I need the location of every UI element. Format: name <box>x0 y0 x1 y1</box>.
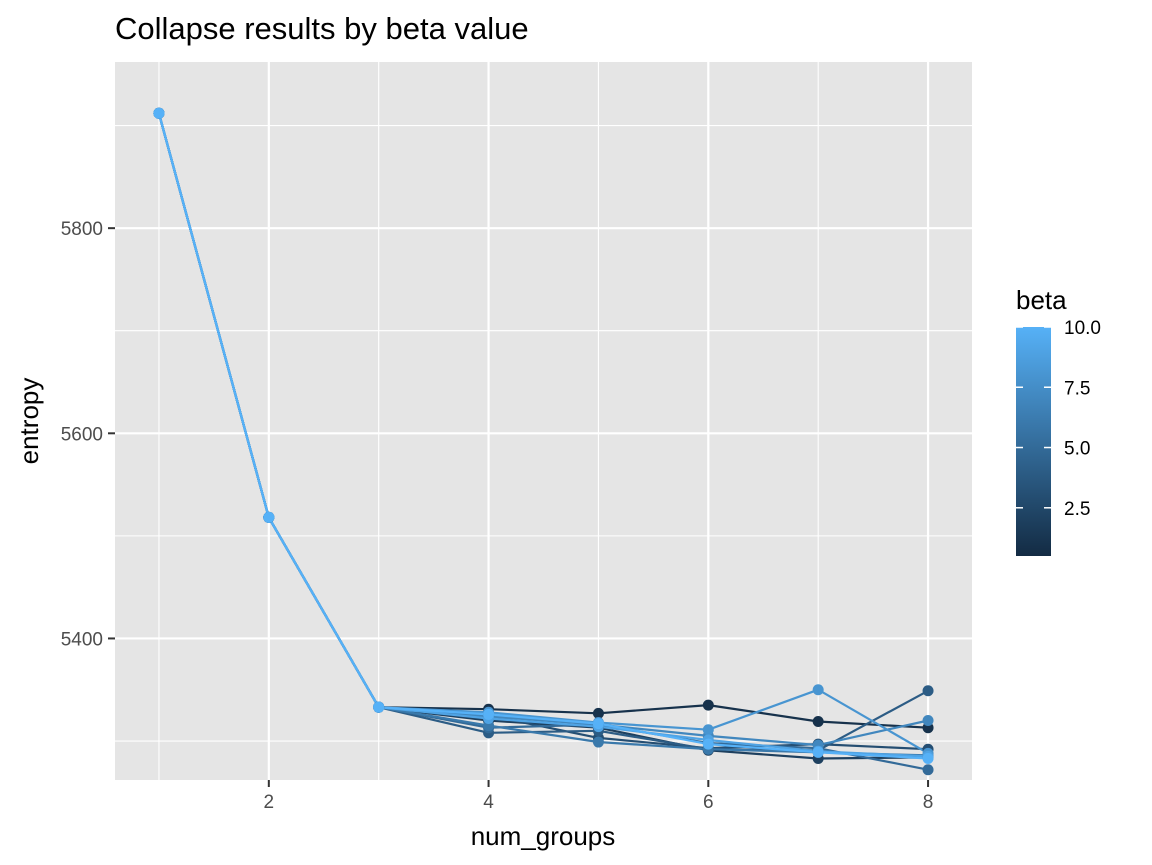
legend-tick-label: 2.5 <box>1064 499 1090 520</box>
data-point-beta-10 <box>263 511 275 523</box>
data-point-beta-10 <box>702 738 714 750</box>
color-legend: beta 2.5 5.0 7.5 10.0 <box>1016 285 1101 556</box>
data-point-beta-8 <box>812 684 824 696</box>
y-tick-label: 5400 <box>61 629 103 650</box>
data-point-beta-1 <box>592 707 604 719</box>
legend-tick-label: 5.0 <box>1064 439 1090 460</box>
major-gridlines <box>115 62 972 780</box>
legend-title: beta <box>1016 285 1067 315</box>
data-point-beta-1 <box>812 716 824 728</box>
data-point-beta-8 <box>702 724 714 736</box>
chart-title: Collapse results by beta value <box>115 11 529 46</box>
legend-colorbar <box>1016 327 1051 556</box>
x-tick-label: 4 <box>483 792 494 813</box>
legend-ticks: 2.5 5.0 7.5 10.0 <box>1016 318 1101 520</box>
data-point-beta-10 <box>373 701 385 713</box>
x-axis-title: num_groups <box>471 821 616 851</box>
plot-panel <box>115 62 972 780</box>
legend-tick-label: 10.0 <box>1064 318 1101 339</box>
minor-gridlines <box>115 62 972 780</box>
data-point-beta-10 <box>483 708 495 720</box>
legend-tick-label: 7.5 <box>1064 378 1090 399</box>
data-point-beta-10 <box>153 107 165 119</box>
y-tick-label: 5800 <box>61 219 103 240</box>
data-point-beta-10 <box>592 718 604 730</box>
series-points <box>153 107 934 776</box>
x-tick-label: 6 <box>703 792 714 813</box>
x-tick-label: 2 <box>264 792 275 813</box>
data-point-beta-7 <box>922 715 934 727</box>
y-axis-ticks: 5400 5600 5800 <box>61 219 115 650</box>
data-point-beta-6 <box>592 736 604 748</box>
x-axis-ticks: 2 4 6 8 <box>264 780 934 813</box>
y-tick-label: 5600 <box>61 424 103 445</box>
data-point-beta-5 <box>922 764 934 776</box>
data-point-beta-10 <box>922 752 934 764</box>
series-lines <box>157 113 929 771</box>
y-axis-title: entropy <box>14 378 44 465</box>
series-line-beta-10 <box>157 113 929 760</box>
x-tick-label: 8 <box>923 792 934 813</box>
data-point-beta-1 <box>702 699 714 711</box>
data-point-beta-10 <box>812 746 824 758</box>
data-point-beta-4 <box>922 685 934 697</box>
